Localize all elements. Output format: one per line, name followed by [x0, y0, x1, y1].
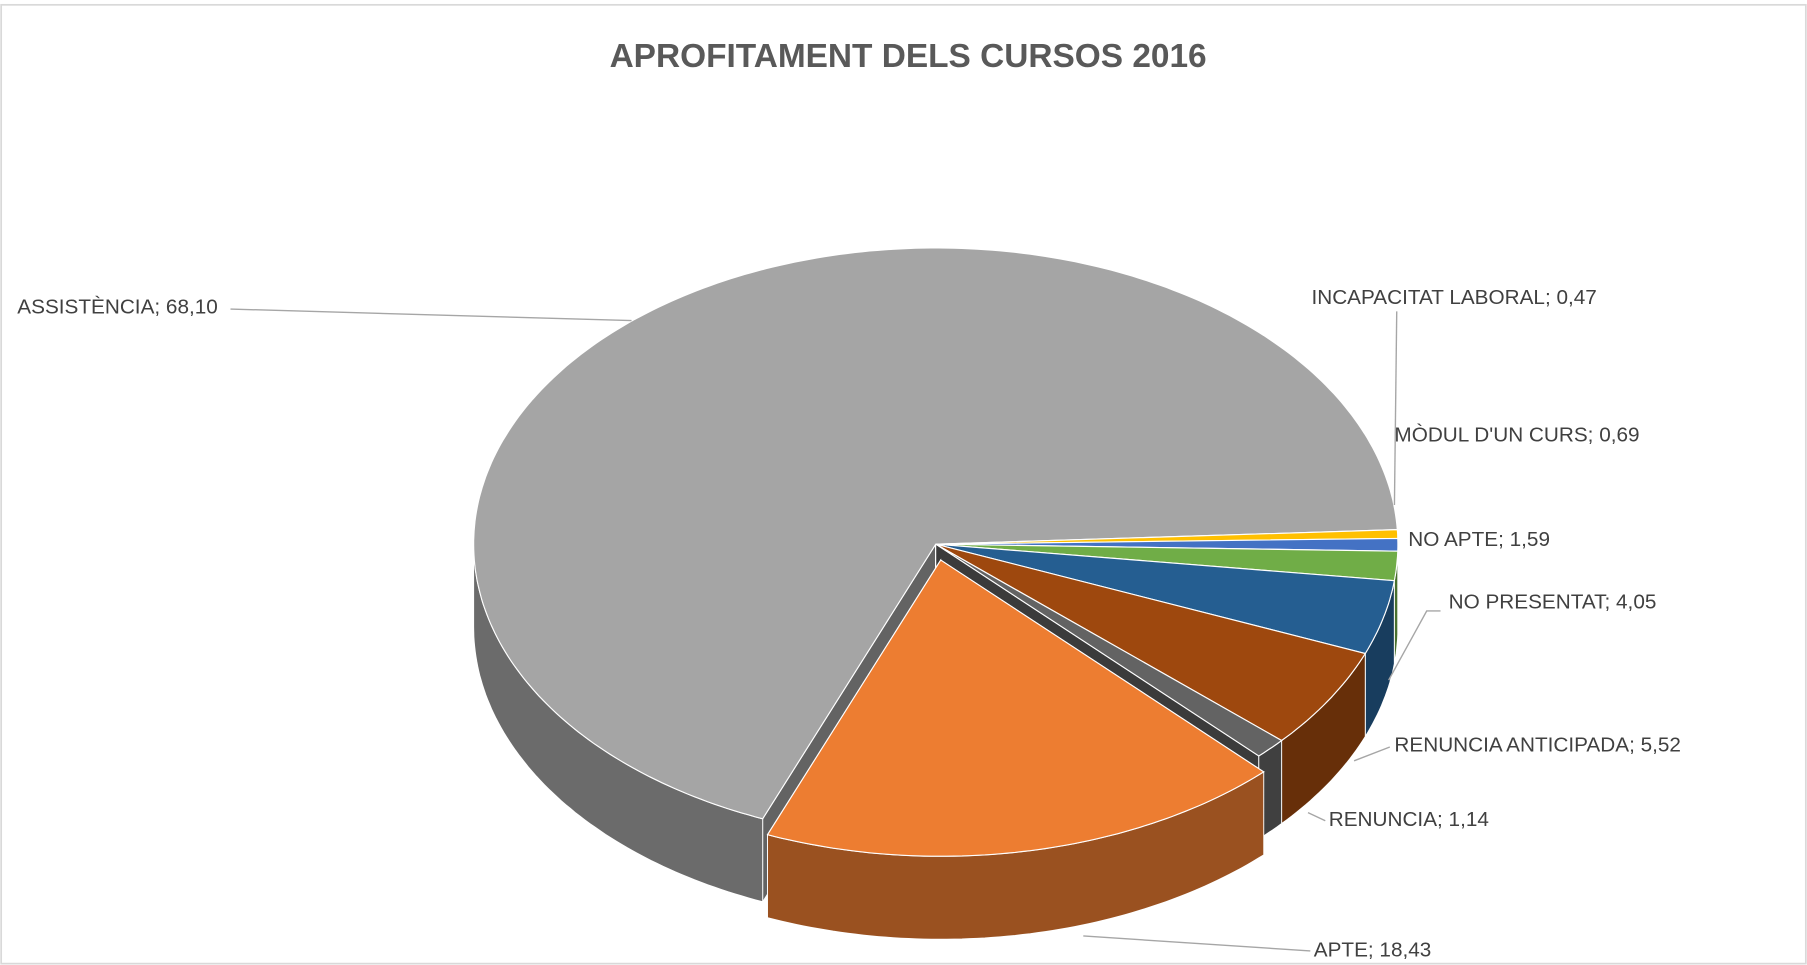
leader-line: [230, 308, 632, 322]
slice: [935, 543, 1283, 757]
slice: [935, 543, 1367, 742]
leader-line: [1393, 311, 1398, 505]
data-label: ASSISTÈNCIA; 68,10: [17, 295, 218, 318]
data-label: RENUNCIA; 1,14: [1329, 808, 1489, 831]
slice-sides: [473, 544, 1399, 940]
leader-line: [1353, 746, 1391, 762]
data-label: NO PRESENTAT; 4,05: [1449, 590, 1657, 613]
data-label: RENUNCIA ANTICIPADA; 5,52: [1394, 733, 1681, 756]
leader-line: [1083, 935, 1311, 952]
data-label: INCAPACITAT LABORAL; 0,47: [1311, 286, 1596, 309]
data-label: APTE; 18,43: [1314, 938, 1432, 961]
slice: [766, 559, 1265, 857]
data-label: MÒDUL D'UN CURS; 0,69: [1394, 423, 1639, 446]
slice-tops: [473, 247, 1399, 857]
chart-title: APROFITAMENT DELS CURSOS 2016: [610, 38, 1207, 75]
slice: [935, 543, 1396, 655]
slice: [473, 247, 1398, 820]
leader-line: [1307, 812, 1326, 822]
data-label: NO APTE; 1,59: [1408, 528, 1550, 551]
leader-line: [1388, 610, 1441, 681]
